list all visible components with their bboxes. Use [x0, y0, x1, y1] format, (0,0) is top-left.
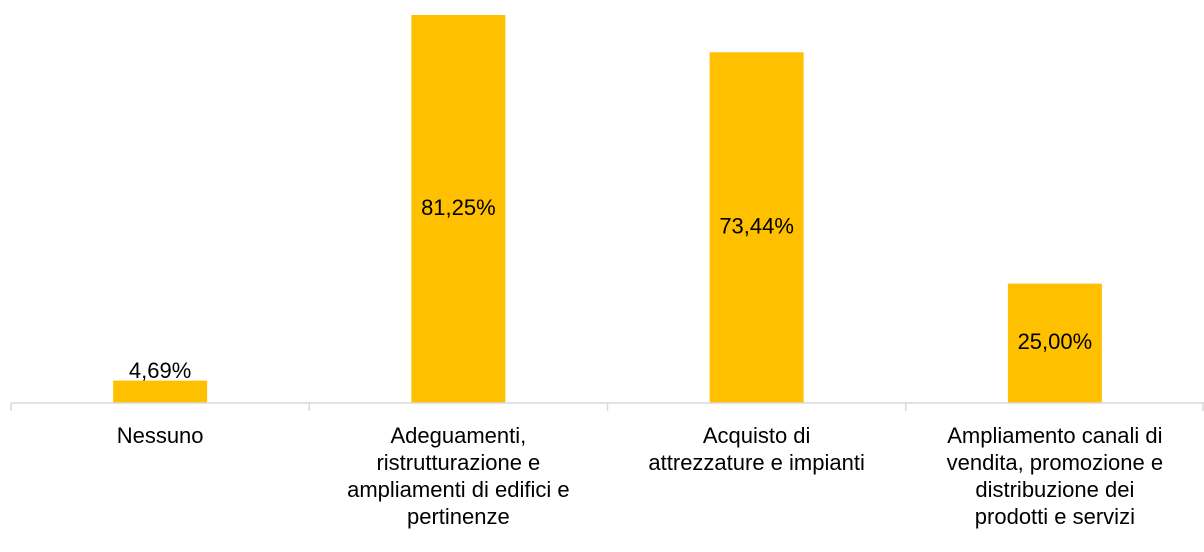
data-label: 25,00%	[1018, 329, 1093, 354]
bar	[113, 380, 208, 403]
x-tick-label: Ampliamento canali di vendita, promozion…	[946, 423, 1164, 529]
x-tick-label: Adeguamenti, ristrutturazione e ampliame…	[347, 423, 570, 529]
data-label: 4,69%	[129, 358, 191, 383]
bar	[411, 15, 506, 403]
x-tick-label: Nessuno	[116, 423, 204, 448]
bar	[1007, 283, 1102, 403]
x-tick-label: Acquisto di attrezzature e impianti	[648, 423, 865, 475]
data-label: 73,44%	[719, 213, 794, 238]
data-label: 81,25%	[421, 195, 496, 220]
bar	[709, 52, 804, 404]
